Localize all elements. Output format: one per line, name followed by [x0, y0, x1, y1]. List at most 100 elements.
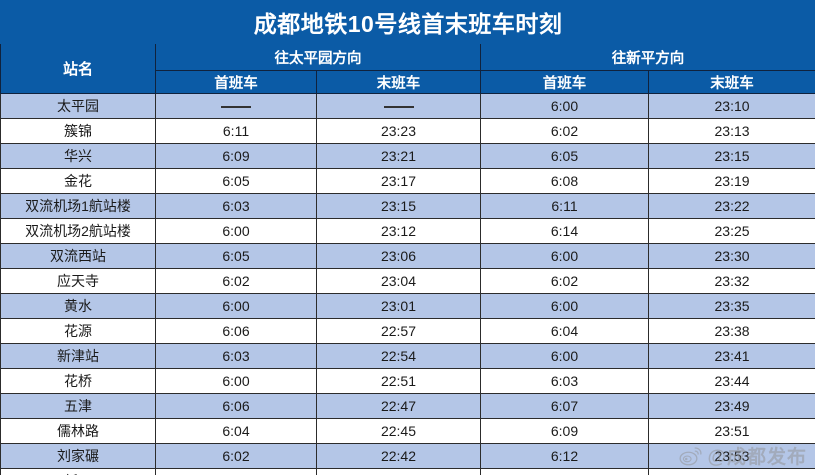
- page-title: 成都地铁10号线首末班车时刻: [0, 0, 815, 44]
- table-row: 应天寺 6:02 23:04 6:02 23:32: [0, 268, 815, 294]
- header-direction-xinping: 往新平方向: [479, 43, 815, 71]
- cell-xinping-first: 6:02: [480, 118, 649, 144]
- table-row: 华兴 6:09 23:21 6:05 23:15: [0, 143, 815, 169]
- cell-xinping-last: 23:44: [647, 368, 815, 394]
- cell-xinping-first: 6:05: [480, 143, 649, 169]
- cell-xinping-last: 23:49: [647, 393, 815, 419]
- cell-station-name: 双流西站: [0, 243, 156, 269]
- cell-taipingyuan-last: 23:12: [316, 218, 481, 244]
- cell-station-name: 应天寺: [0, 268, 156, 294]
- cell-xinping-first: 6:12: [480, 443, 649, 469]
- cell-xinping-last: 23:19: [647, 168, 815, 194]
- cell-xinping-last: 23:22: [647, 193, 815, 219]
- cell-xinping-first: 6:00: [480, 93, 649, 119]
- cell-taipingyuan-last: 23:01: [316, 293, 481, 319]
- header-b-first-train: 首班车: [480, 70, 649, 94]
- cell-taipingyuan-last: 23:23: [316, 118, 481, 144]
- cell-xinping-last: 23:30: [647, 243, 815, 269]
- cell-xinping-first: 6:14: [480, 218, 649, 244]
- cell-taipingyuan-first: 6:00: [155, 218, 317, 244]
- header-a-first-train: 首班车: [155, 70, 317, 94]
- cell-xinping-first: 6:08: [480, 168, 649, 194]
- table-row: 刘家碾 6:02 22:42 6:12 23:53: [0, 443, 815, 469]
- cell-xinping-first: 6:00: [480, 293, 649, 319]
- cell-xinping-last: [647, 468, 815, 475]
- table-row: 双流西站 6:05 23:06 6:00 23:30: [0, 243, 815, 269]
- cell-taipingyuan-first: 6:02: [155, 268, 317, 294]
- cell-taipingyuan-first: 6:04: [155, 418, 317, 444]
- table-row: 花源 6:06 22:57 6:04 23:38: [0, 318, 815, 344]
- table-body: 太平园 6:00 23:10 簇锦 6:11 23:23 6:02 23:13 华兴 6:09 23…: [0, 93, 815, 475]
- header-b-last-train: 末班车: [647, 70, 815, 94]
- cell-taipingyuan-first: 6:11: [155, 118, 317, 144]
- cell-xinping-first: 6:09: [480, 418, 649, 444]
- cell-station-name: 双流机场2航站楼: [0, 218, 156, 244]
- title-row: 成都地铁10号线首末班车时刻: [0, 0, 815, 44]
- header-direction-taipingyuan: 往太平园方向: [155, 43, 481, 71]
- cell-taipingyuan-last: 22:42: [316, 443, 481, 469]
- cell-xinping-last: 23:38: [647, 318, 815, 344]
- cell-taipingyuan-first: 6:06: [155, 393, 317, 419]
- cell-xinping-last: 23:41: [647, 343, 815, 369]
- cell-taipingyuan-last: 23:15: [316, 193, 481, 219]
- cell-taipingyuan-last: 22:54: [316, 343, 481, 369]
- table-row: 新津站 6:03 22:54 6:00 23:41: [0, 343, 815, 369]
- cell-station-name: 花桥: [0, 368, 156, 394]
- table-row: 金花 6:05 23:17 6:08 23:19: [0, 168, 815, 194]
- cell-taipingyuan-first: 6:00: [155, 368, 317, 394]
- cell-taipingyuan-last: 23:04: [316, 268, 481, 294]
- cell-taipingyuan-last: 22:57: [316, 318, 481, 344]
- cell-station-name: 新津站: [0, 343, 156, 369]
- cell-xinping-first: 6:07: [480, 393, 649, 419]
- cell-xinping-last: 23:10: [647, 93, 815, 119]
- cell-taipingyuan-last: 22:45: [316, 418, 481, 444]
- cell-taipingyuan-last: 23:21: [316, 143, 481, 169]
- cell-xinping-first: 6:04: [480, 318, 649, 344]
- cell-station-name: 新平: [0, 468, 156, 475]
- cell-station-name: 黄水: [0, 293, 156, 319]
- cell-xinping-first: 6:00: [480, 243, 649, 269]
- cell-xinping-first: 6:02: [480, 268, 649, 294]
- cell-xinping-last: 23:32: [647, 268, 815, 294]
- table-header: 成都地铁10号线首末班车时刻 站名 往太平园方向 往新平方向 首班车 末班车 首…: [0, 0, 815, 94]
- header-row-traintypes: 首班车 末班车 首班车 末班车: [1, 70, 815, 94]
- cell-xinping-last: 23:53: [647, 443, 815, 469]
- cell-taipingyuan-last: 22:40: [316, 468, 481, 475]
- cell-taipingyuan-first: 6:00: [155, 468, 317, 475]
- cell-xinping-last: 23:13: [647, 118, 815, 144]
- cell-xinping-last: 23:15: [647, 143, 815, 169]
- cell-taipingyuan-last: 22:47: [316, 393, 481, 419]
- cell-station-name: 金花: [0, 168, 156, 194]
- cell-xinping-first: 6:03: [480, 368, 649, 394]
- no-service-dash-icon: [383, 106, 414, 109]
- table-row: 双流机场1航站楼 6:03 23:15 6:11 23:22: [0, 193, 815, 219]
- table-row: 簇锦 6:11 23:23 6:02 23:13: [0, 118, 815, 144]
- no-service-dash-icon: [221, 106, 251, 109]
- cell-xinping-last: 23:25: [647, 218, 815, 244]
- table-row: 黄水 6:00 23:01 6:00 23:35: [0, 293, 815, 319]
- cell-taipingyuan-first: 6:00: [155, 293, 317, 319]
- table-row: 五津 6:06 22:47 6:07 23:49: [0, 393, 815, 419]
- cell-station-name: 太平园: [0, 93, 156, 119]
- header-station-name: 站名: [0, 43, 156, 94]
- cell-taipingyuan-first: 6:06: [155, 318, 317, 344]
- cell-taipingyuan-first: 6:05: [155, 243, 317, 269]
- cell-xinping-first: 6:00: [480, 343, 649, 369]
- cell-taipingyuan-first: 6:02: [155, 443, 317, 469]
- cell-xinping-first: [480, 468, 649, 475]
- cell-taipingyuan-first: 6:05: [155, 168, 317, 194]
- cell-station-name: 双流机场1航站楼: [0, 193, 156, 219]
- cell-station-name: 五津: [0, 393, 156, 419]
- cell-station-name: 刘家碾: [0, 443, 156, 469]
- header-a-last-train: 末班车: [316, 70, 481, 94]
- cell-taipingyuan-last: 23:06: [316, 243, 481, 269]
- cell-xinping-last: 23:51: [647, 418, 815, 444]
- cell-station-name: 花源: [0, 318, 156, 344]
- table-row: 花桥 6:00 22:51 6:03 23:44: [0, 368, 815, 394]
- cell-taipingyuan-first: 6:09: [155, 143, 317, 169]
- cell-taipingyuan-last: 23:17: [316, 168, 481, 194]
- table-row: 太平园 6:00 23:10: [0, 93, 815, 119]
